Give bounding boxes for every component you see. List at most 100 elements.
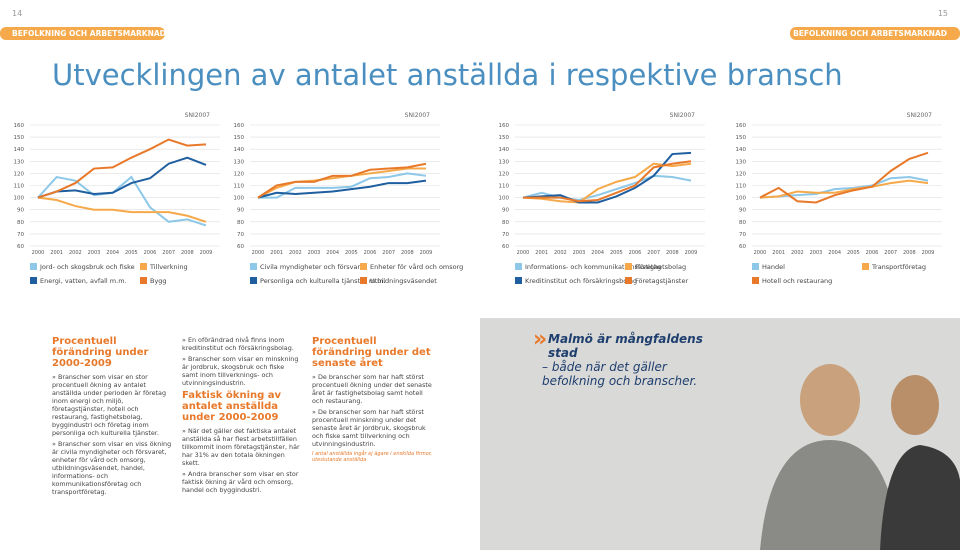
legend-swatch (250, 263, 257, 270)
y-tick-label: 80 (739, 220, 746, 226)
y-tick-label: 120 (234, 171, 245, 177)
x-tick-label: 2009 (420, 250, 433, 256)
legend-swatch (625, 263, 632, 270)
y-tick-label: 60 (739, 244, 746, 250)
line (523, 160, 692, 203)
legend-label: Enheter för vård och omsorg (370, 262, 463, 271)
bullet: » De branscher som har haft störst proce… (312, 408, 426, 448)
bullet: » Branscher som visar en viss ökning är … (52, 440, 172, 496)
legend-label: Transportföretag (871, 263, 926, 271)
y-tick-label: 150 (499, 135, 510, 141)
page-number: 15 (938, 9, 948, 18)
heading: Faktisk ökning av antalet anställda unde… (182, 390, 282, 423)
heading: Procentuell förändring under 2000-2009 (52, 336, 149, 369)
x-tick-label: 2007 (884, 250, 897, 256)
line (257, 167, 426, 199)
legend-label: Handel (762, 263, 785, 271)
legend-swatch (140, 277, 147, 284)
y-tick-label: 70 (502, 232, 509, 238)
x-tick-label: 2004 (828, 250, 841, 256)
x-tick-label: 2001 (270, 250, 283, 256)
x-tick-label: 2004 (106, 250, 119, 256)
footnote: I antal anställda ingår ej ägare i enski… (312, 451, 433, 463)
header-bar (0, 27, 165, 40)
quote: Malmö är mångfaldens stad – både när det… (532, 332, 732, 388)
x-tick-label: 2002 (289, 250, 302, 256)
y-tick-label: 130 (234, 159, 245, 165)
line (257, 179, 427, 199)
y-tick-label: 110 (736, 184, 747, 190)
chart-label: SNI2007 (670, 112, 696, 119)
y-tick-label: 70 (17, 232, 24, 238)
legend-swatch (752, 263, 759, 270)
y-tick-label: 150 (234, 135, 245, 141)
legend-label: Energi, vatten, avfall m.m. (40, 277, 127, 285)
y-tick-label: 60 (502, 244, 509, 250)
y-tick-label: 160 (499, 123, 510, 129)
legend-label: Kreditinstitut och försäkringsbolag (525, 277, 637, 285)
y-tick-label: 140 (736, 147, 747, 153)
x-tick-label: 2001 (772, 250, 785, 256)
y-tick-label: 150 (14, 135, 25, 141)
line (37, 175, 207, 227)
y-tick-label: 80 (17, 220, 24, 226)
header: BEFOLKNING OCH ARBETSMARKNAD (12, 29, 166, 38)
legend-label: Informations- och kommunikationsföretag (525, 263, 661, 271)
y-tick-label: 60 (17, 244, 24, 250)
y-tick-label: 90 (17, 208, 24, 214)
x-tick-label: 2000 (754, 250, 767, 256)
x-tick-label: 2008 (666, 250, 679, 256)
y-tick-label: 150 (736, 135, 747, 141)
line (37, 196, 207, 223)
x-tick-label: 2003 (88, 250, 101, 256)
x-tick-label: 2007 (162, 250, 175, 256)
quote-mark: » (533, 327, 547, 352)
heading: Procentuell förändring under det senaste… (312, 336, 431, 369)
y-tick-label: 100 (736, 196, 747, 202)
x-tick-label: 2006 (144, 250, 157, 256)
y-tick-label: 110 (14, 184, 25, 190)
y-tick-label: 140 (14, 147, 25, 153)
quote-title: Malmö är mångfaldens stad (548, 332, 703, 360)
bullet: » När det gäller det faktiska antalet an… (182, 427, 300, 467)
line (522, 151, 692, 204)
legend-label: Fastighetsbolag (635, 263, 686, 271)
x-tick-label: 2002 (791, 250, 804, 256)
legend-swatch (30, 263, 37, 270)
bullet: » Branscher som visar en minskning är jo… (182, 355, 299, 387)
x-tick-label: 2009 (922, 250, 935, 256)
photo-face (800, 364, 860, 436)
legend-label: Företagstjänster (635, 277, 688, 285)
x-tick-label: 2001 (535, 250, 548, 256)
x-tick-label: 2003 (573, 250, 586, 256)
y-tick-label: 80 (502, 220, 509, 226)
header-bar (790, 27, 960, 40)
bullet: » En oförändrad nivå finns inom kreditin… (182, 336, 294, 352)
x-tick-label: 2008 (181, 250, 194, 256)
line (37, 138, 207, 199)
x-tick-label: 2002 (69, 250, 82, 256)
column: » En oförändrad nivå finns inom kreditin… (182, 336, 302, 497)
x-tick-label: 2009 (200, 250, 213, 256)
line (37, 156, 207, 199)
title: Utvecklingen av antalet anställda i resp… (52, 58, 843, 92)
line (759, 151, 929, 204)
photo-body (880, 445, 960, 550)
x-tick-label: 2008 (903, 250, 916, 256)
quote-text: – både när det gäller befolkning och bra… (542, 360, 698, 388)
y-tick-label: 120 (499, 171, 510, 177)
x-tick-label: 2007 (382, 250, 395, 256)
header: BEFOLKNING OCH ARBETSMARKNAD (793, 29, 947, 38)
x-tick-label: 2006 (866, 250, 879, 256)
page-number: 14 (12, 9, 22, 18)
x-tick-label: 2006 (629, 250, 642, 256)
x-tick-label: 2005 (125, 250, 138, 256)
chart-label: SNI2007 (405, 112, 431, 119)
legend-label: Utbildningsväsendet (370, 277, 437, 285)
x-tick-label: 2005 (610, 250, 623, 256)
y-tick-label: 130 (14, 159, 25, 165)
y-tick-label: 100 (234, 196, 245, 202)
x-tick-label: 2004 (591, 250, 604, 256)
x-tick-label: 2007 (647, 250, 660, 256)
